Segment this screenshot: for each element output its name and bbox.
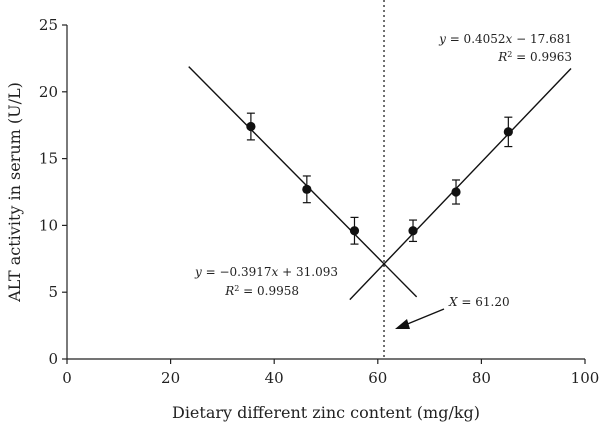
data-point — [349, 226, 360, 236]
breakpoint-arrow-shaft — [404, 308, 445, 326]
data-point — [503, 127, 513, 137]
data-points — [246, 112, 513, 245]
breakpoint-arrow-head — [395, 319, 410, 329]
fit-line-right — [349, 68, 572, 301]
data-point — [451, 187, 461, 197]
x-tick-label: 60 — [368, 369, 387, 387]
breakpoint-marker — [383, 0, 445, 359]
y-tick-label: 5 — [48, 283, 58, 301]
y-tick-label: 0 — [48, 350, 58, 368]
x-tick-label: 80 — [472, 369, 491, 387]
data-point — [302, 184, 312, 194]
y-tick-label: 10 — [39, 216, 58, 234]
data-point-group — [451, 179, 461, 205]
axes: 0 20 40 60 80 100 0 5 10 15 20 25 — [39, 16, 599, 387]
y-tick-label: 15 — [39, 150, 58, 168]
data-point-group — [349, 216, 360, 245]
x-axis-label: Dietary different zinc content (mg/kg) — [172, 403, 480, 422]
y-tick-label: 20 — [39, 83, 58, 101]
data-point-group — [408, 219, 418, 243]
y-axis-label: ALT activity in serum (U/L) — [5, 82, 24, 303]
data-point — [408, 226, 418, 236]
x-tick-label: 0 — [62, 369, 72, 387]
x-tick-label: 100 — [571, 369, 600, 387]
data-point-group — [246, 112, 256, 141]
fit-right-equation: y = 0.4052x − 17.681 — [438, 32, 572, 46]
fit-left-r2: R2 = 0.9958 — [224, 284, 299, 299]
data-point-group — [503, 116, 513, 148]
breakpoint-label: X = 61.20 — [448, 295, 510, 309]
data-point — [246, 121, 256, 132]
x-tick-label: 20 — [161, 369, 180, 387]
x-tick-label: 40 — [265, 369, 284, 387]
data-point-group — [302, 175, 312, 204]
fit-left-equation: y = −0.3917x + 31.093 — [194, 265, 338, 279]
fit-line-left — [188, 66, 418, 298]
fit-right-r2: R2 = 0.9963 — [497, 50, 572, 65]
fit-lines — [188, 66, 572, 301]
y-tick-label: 25 — [39, 16, 58, 34]
